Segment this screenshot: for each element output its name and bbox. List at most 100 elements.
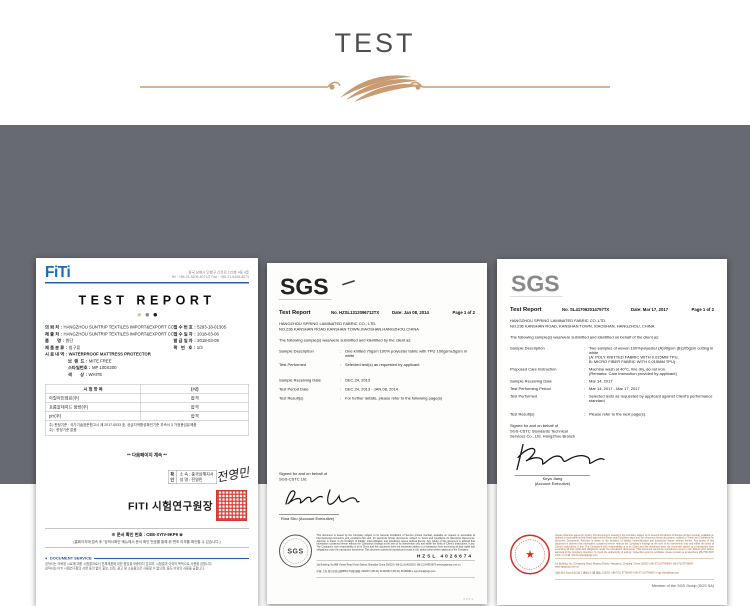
colon: : [340,378,342,383]
footer-line: 中国·上海·徐汇区宜山路889号3号楼 邮编: 200233 t (86-21)… [316,570,436,573]
sgs17-intro: The following sample(s) was/were submitt… [510,335,660,340]
fiti-field-row: 제 출 처: HANGZHOU SUNTRIP TEXTILES IMPORT&E… [45,331,249,338]
field-label: 제 출 처 [45,331,60,337]
sgs17-signed-block: Signed for and on behalf of SGS-CSTC Sta… [510,424,714,440]
colon: : [584,367,586,372]
sgs14-fineprint: This document is issued by the Company s… [316,535,475,578]
fiti-address-line1: 중국 상해시 민항구 선전로 123호 4동 4층 [188,271,249,275]
field-label: 발 급 일 자 [173,338,193,343]
sgs14-address-footer: 3rd Building, No.889 Yishan Road Xuhui D… [316,559,475,578]
confirm-label: 확 인 [168,470,177,484]
row-label: Sample Receiving Date [279,378,321,383]
colon: : [193,344,196,350]
footer-line: 中国·浙江·杭州市滨江区丁香路1号1幢 邮编: 310052 t (86-571… [555,572,680,575]
test-item: 아릴아민염료(주) [44,393,142,403]
signer-title: (Account Executive) [534,481,571,486]
company-line: HANGZHOU SPRING LAMINATED FABRIC CO., LT… [279,321,377,327]
report-label: Test Report [279,309,311,316]
row-value: Machine wash at 40°C, line dry, do not i… [589,367,677,376]
table-header-row: 시 험 항 목 (#2) [44,384,249,394]
colon: : [85,358,88,364]
fiti-doc-check-box: ※ 문서 확인 번호 : CEE-XYIV-9KP9 ※ (홈페이지에 접속 후… [45,528,249,548]
fiti-fields: 의 뢰 처: HANGZHOU SUNTRIP TEXTILES IMPORT&E… [45,324,249,378]
row-value: DEC.24, 2013 - JAN.08, 2014 [345,387,398,392]
field-value: 1/3 [196,344,203,350]
report-row: Test Period Date : DEC.24, 2013 - JAN.08… [279,387,475,392]
sgs-2014-test-report-document[interactable]: SGS Test Report No. HZSL1312096712TX Dat… [267,263,487,604]
field-value: WHITE [88,371,103,377]
fiti-logo: FiTi [45,263,71,281]
colon: : [584,379,586,384]
row-label: Sample Description [279,349,314,354]
sgs-member-line: Member of the SGS Group (SGS SA) [651,583,714,589]
report-date: Date: Mar 17, 2017 [631,307,669,312]
report-page: Page 1 of 2 [452,310,475,315]
table-row: 포름알데히드 함량(주) 합격 [44,402,249,412]
fiti-address-line2: Tel : +86-21-5405-8071/2 Fax : +86-21-54… [171,275,249,280]
sgs17-company: HANGZHOU SPRING LAMINATED FABRIC CO.,LTD… [510,319,714,330]
colon: : [340,396,342,401]
field-value: 2018-03-06 [197,331,219,337]
fiti-sample-sub-row: 스타일번호: MP 100X200 [45,365,249,372]
divider-ornament [140,75,610,102]
report-row: Sample Description : One knitted 70gsm 1… [279,349,475,358]
sgs17-fineprint: Unless otherwise agreed in writing, this… [555,534,714,588]
colon: : [584,346,586,351]
row-label: Proposed Care Instruction [510,367,557,372]
row-label: Test Performed [279,362,307,368]
field-label: 시 료 내 역 [45,351,65,357]
report-number: No. SL417062014757TX [562,307,610,312]
fiti-continue-note: ** 다음페이지 계속 ** [127,452,167,458]
report-number: No. HZSL1312096712TX [331,310,380,315]
dot-tan [137,313,141,317]
inspector-signature: 전영민 [215,465,251,485]
confirm-dept: 소 속 : 중국상해지사 [179,472,214,477]
note-line: 주) 판정기준 : 국가기술표준원고시 제 2017-0033 호, 공급자적합… [49,423,197,428]
fiti-address: 중국 상해시 민항구 선전로 123호 4동 4층 Tel : +86-21-5… [171,271,249,280]
sgs17-bottom: ★ Unless otherwise agreed in writing, th… [510,534,714,588]
certificates-band: FiTi 중국 상해시 민항구 선전로 123호 4동 4층 Tel : +86… [0,125,750,606]
report-code: HZSL 4026674 [416,553,473,559]
field-value: 5293-18-0130S [197,324,227,330]
confirm-name: 성 명 : 전영민 [179,477,203,483]
signed-line: Signed for and on behalf of [279,471,328,477]
colon: : [340,362,342,368]
sgs14-report-header: Test Report No. HZSL1312096712TX Date: J… [279,310,475,316]
colon: : [60,324,63,330]
colon: : [340,349,342,354]
colon: : [194,331,196,337]
colon: : [65,344,68,350]
column-header-item: 시 험 항 목 [44,384,142,394]
colon: : [584,394,586,399]
report-row: Test Result(s) : For further details, pl… [279,396,475,401]
colon: : [584,386,586,392]
field-value: MITE FREE [88,358,112,364]
sample-name: WATERPROOF MATTRESS PROTECTOR [68,351,151,357]
field-label: 스타일번호 [68,365,88,370]
footer-rule [94,557,249,559]
signed-line: Services Co., Ltd. HangZhou Branch [510,434,576,439]
doc-check-number: ※ 문서 확인 번호 : CEE-XYIV-9KP9 ※ [111,532,183,537]
signed-line: SGS-CSTC Standards Technical [510,428,568,434]
colon: : [89,365,91,370]
colon: : [85,371,88,377]
fiti-test-report-document[interactable]: FiTi 중국 상해시 민항구 선전로 123호 4동 4층 Tel : +86… [36,258,258,606]
sgs14-doc-content: SGS Test Report No. HZSL1312096712TX Dat… [267,263,487,604]
dot-gray [145,313,149,317]
signer-name: Rina Shu (Account Executive) [279,514,340,521]
row-label: Sample Description [510,346,545,351]
sgs14-intro: The following sample(s) was/were submitt… [279,338,412,343]
row-label: Test Period Date [279,387,309,392]
signer-name: Kirya Jiang [542,476,563,481]
report-row: Proposed Care Instruction : Machine wash… [510,367,714,376]
row-label: Test Performing Period [510,386,551,392]
row-value: Please refer to the next page(s). [589,412,647,417]
colon: : [65,351,68,357]
report-row: Test Performing Period : Mar 14, 2017 - … [510,387,714,392]
sgs-2017-test-report-document[interactable]: SGS Test Report No. SL417062014757TX Dat… [497,259,727,605]
company-line: NO.236 KANSHAN ROAD KANSHAN TOWN,XIAOSHA… [279,326,419,332]
bullet-icon: ● [45,556,48,561]
sgs14-signed-block: Signed for and on behalf of SGS-CSTC Ltd… [279,472,475,483]
colon: : [340,387,342,392]
row-value: Mar 14, 2017 [589,379,613,384]
